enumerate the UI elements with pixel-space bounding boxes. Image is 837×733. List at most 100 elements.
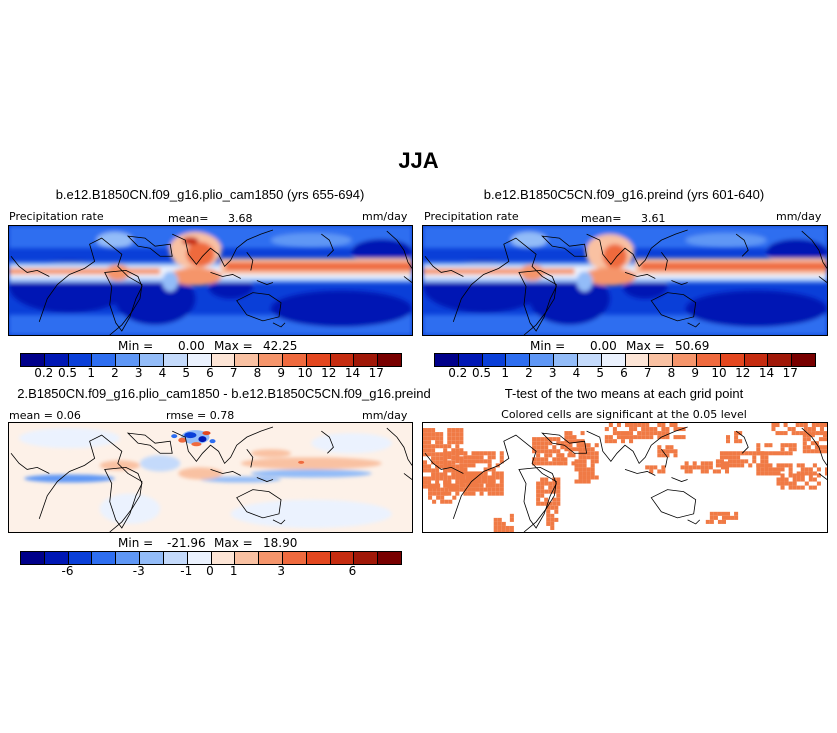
significant-cell	[463, 451, 468, 456]
significant-cell	[776, 481, 781, 486]
significant-cell	[641, 427, 646, 432]
significant-cell	[819, 431, 824, 436]
significant-cell	[748, 451, 753, 456]
significant-cell	[582, 455, 587, 460]
significant-cell	[489, 479, 494, 484]
significant-cell	[548, 489, 553, 494]
significant-cell	[800, 467, 805, 472]
significant-cell	[764, 459, 769, 464]
significant-cell	[723, 451, 729, 456]
significant-cell	[818, 449, 823, 454]
significant-cell	[550, 517, 555, 522]
significant-cell	[723, 463, 729, 468]
significant-cell	[431, 436, 436, 441]
significant-cell	[554, 505, 559, 510]
panel4-title: T-test of the two means at each grid poi…	[504, 386, 744, 401]
significant-cell	[443, 444, 448, 449]
significant-cell	[799, 431, 804, 436]
significant-cell	[423, 440, 428, 445]
significant-cell	[546, 521, 551, 526]
colorbar-tick-label: 9	[277, 366, 286, 380]
significant-cell	[548, 441, 553, 446]
significant-cell	[629, 431, 634, 436]
significant-cell	[451, 428, 456, 433]
significant-cell	[548, 453, 553, 458]
significant-cell	[556, 489, 561, 494]
panel2-max-value: 50.69	[675, 339, 710, 353]
significant-cell	[816, 473, 821, 478]
panel3-colorbar-ticks: -6 -3 -1 0 1 3 6	[20, 564, 402, 580]
colorbar-tick-label: 3	[134, 366, 143, 380]
significant-cell	[734, 439, 739, 444]
significant-cell	[812, 471, 817, 476]
significant-cell	[764, 455, 769, 460]
significant-cell	[704, 469, 709, 474]
significant-cell	[499, 487, 504, 492]
significant-cell	[776, 451, 781, 456]
panel1-mean-value: 3.68	[228, 212, 253, 225]
significant-cell	[796, 463, 801, 468]
significant-cell	[499, 483, 504, 488]
significant-cell	[428, 495, 433, 500]
significant-cell	[784, 463, 789, 468]
significant-cell	[497, 521, 502, 526]
significant-cell	[427, 436, 432, 441]
significant-cell	[792, 485, 797, 490]
significant-cell	[641, 431, 646, 436]
panel1-max-label: Max =	[214, 339, 253, 353]
colorbar-swatch	[530, 354, 555, 366]
significant-cell	[499, 459, 504, 464]
significant-cell	[768, 443, 773, 448]
significant-cell	[808, 473, 813, 478]
significant-cell	[800, 485, 805, 490]
significant-cell	[768, 471, 773, 476]
significant-cell	[455, 432, 460, 437]
significant-cell	[540, 489, 545, 494]
significant-cell	[823, 431, 827, 436]
significant-cell	[812, 477, 817, 482]
significant-cell	[435, 432, 440, 437]
significant-cell	[432, 483, 437, 488]
significant-cell	[760, 463, 765, 468]
significant-cell	[780, 481, 785, 486]
significant-cell	[432, 499, 437, 504]
significant-cell	[720, 465, 725, 470]
significant-cell	[447, 451, 452, 456]
significant-cell	[431, 472, 436, 477]
significant-cell	[479, 483, 484, 488]
significant-cell	[728, 463, 733, 468]
significant-cell	[734, 431, 739, 436]
significant-cell	[536, 489, 541, 494]
significant-cell	[423, 480, 428, 485]
significant-cell	[499, 479, 504, 484]
significant-cell	[661, 469, 666, 474]
significant-cell	[612, 431, 617, 436]
colorbar-tick-label: 14	[758, 366, 775, 380]
significant-cell	[548, 481, 553, 486]
panel2-variable-label: Precipitation rate	[424, 210, 519, 223]
significant-cell	[552, 481, 557, 486]
significant-cell	[661, 431, 666, 436]
significant-cell	[616, 431, 621, 436]
significant-cell	[491, 483, 496, 488]
significant-cell	[439, 476, 444, 481]
significant-cell	[552, 445, 557, 450]
significant-cell	[738, 431, 743, 436]
panel2-max-label: Max =	[626, 339, 665, 353]
significant-cell	[804, 467, 809, 472]
significant-cell	[796, 471, 801, 476]
significant-cell	[808, 485, 813, 490]
significant-cell	[443, 459, 448, 464]
colorbar-swatch	[259, 552, 283, 564]
significant-cell	[499, 451, 504, 456]
significant-cell	[704, 465, 709, 470]
significant-cell	[637, 423, 642, 428]
significant-cell	[594, 475, 599, 480]
significant-cell	[633, 423, 638, 428]
significant-cell	[443, 463, 448, 468]
significant-cell	[455, 444, 460, 449]
colorbar-swatch	[306, 354, 331, 366]
significant-cell	[465, 479, 470, 484]
colorbar-tick-label: 12	[735, 366, 751, 380]
significant-cell	[556, 453, 561, 458]
